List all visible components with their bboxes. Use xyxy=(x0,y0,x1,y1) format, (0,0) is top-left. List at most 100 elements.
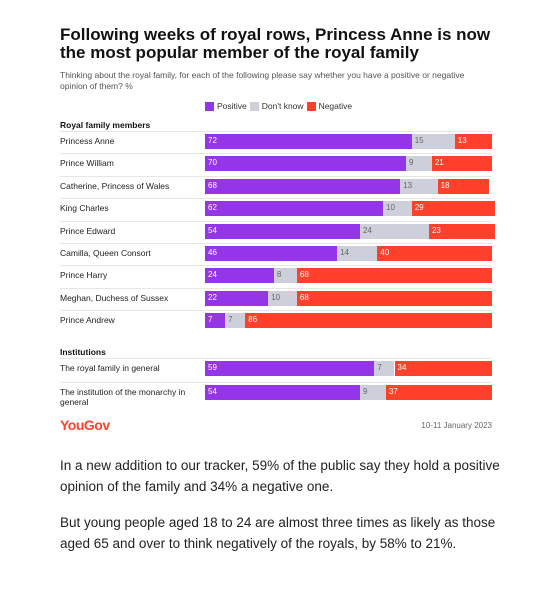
legend-label: Negative xyxy=(318,101,353,111)
bar-segment: 46 xyxy=(205,246,338,261)
value-label: 15 xyxy=(414,136,424,145)
value-label: 23 xyxy=(431,225,441,235)
legend-item: Negative xyxy=(306,101,353,111)
bar-segment: 21 xyxy=(431,156,493,172)
category-label: The royal family in general xyxy=(60,363,160,373)
row-divider xyxy=(60,220,492,222)
category-label: Prince William xyxy=(60,158,114,169)
bar-segment: 68 xyxy=(296,268,493,284)
bar-segment: 7 xyxy=(225,313,246,329)
value-label: 59 xyxy=(208,363,217,372)
bar-segment: 7 xyxy=(205,313,226,329)
row-divider xyxy=(60,175,492,177)
legend-label: Positive xyxy=(217,101,247,111)
category-label: Prince Edward xyxy=(60,225,116,236)
legend-item: Don't know xyxy=(249,101,304,111)
bar-segment: 22 xyxy=(205,290,269,306)
bar-segment: 23 xyxy=(428,223,495,239)
value-label: 62 xyxy=(208,203,217,213)
category-label: Prince Harry xyxy=(60,270,108,281)
row-divider xyxy=(60,131,492,132)
value-label: 24 xyxy=(363,225,372,235)
value-label: 72 xyxy=(208,136,217,145)
row-divider xyxy=(60,310,492,312)
legend-swatch xyxy=(205,101,214,111)
paragraph: But young people aged 18 to 24 are almos… xyxy=(60,515,496,551)
legend: Positive Don't know Negative xyxy=(205,101,352,111)
source-logo: YouGov xyxy=(60,417,110,433)
category-label: King Charles xyxy=(60,203,109,214)
bar-segment: 9 xyxy=(360,385,386,401)
value-label: 14 xyxy=(340,248,349,257)
value-label: 21 xyxy=(434,158,444,168)
bar-segment: 24 xyxy=(205,268,274,284)
row-divider xyxy=(60,243,492,244)
value-label: 40 xyxy=(380,248,390,257)
bar-segment: 18 xyxy=(437,178,490,194)
bar-segment: 68 xyxy=(205,178,401,194)
value-label: 29 xyxy=(414,203,424,213)
bar-segment: 70 xyxy=(205,156,406,172)
value-label: 37 xyxy=(388,387,398,397)
value-label: 9 xyxy=(408,158,414,168)
value-label: 68 xyxy=(299,292,309,302)
value-label: 10 xyxy=(386,203,395,213)
legend-label: Don't know xyxy=(261,101,304,111)
category-label: Prince Andrew xyxy=(60,315,115,326)
value-label: 7 xyxy=(208,315,213,325)
row-divider xyxy=(60,265,492,267)
category-label: Princess Anne xyxy=(60,136,115,146)
bar-segment: 10 xyxy=(383,201,412,217)
bar-segment: 86 xyxy=(245,313,493,329)
bar-segment: 29 xyxy=(411,201,495,217)
bar-segment: 34 xyxy=(394,361,493,376)
value-label: 7 xyxy=(377,363,382,372)
value-label: 22 xyxy=(208,292,217,302)
value-label: 34 xyxy=(397,363,407,372)
paragraph: In a new addition to our tracker, 59% of… xyxy=(60,458,500,494)
value-label: 13 xyxy=(457,136,467,145)
value-label: 13 xyxy=(403,180,413,190)
category-label: Catherine, Princess of Wales xyxy=(60,180,170,191)
value-label: 9 xyxy=(363,387,368,397)
row-divider xyxy=(60,382,492,384)
bar-segment: 13 xyxy=(454,134,493,149)
value-label: 86 xyxy=(248,315,258,325)
value-label: 18 xyxy=(440,180,450,190)
value-label: 7 xyxy=(228,315,233,325)
value-label: 8 xyxy=(276,270,282,280)
bar-segment: 59 xyxy=(205,361,375,376)
bar-segment: 14 xyxy=(337,246,378,261)
bar-segment: 24 xyxy=(360,223,429,239)
bar-segment: 62 xyxy=(205,201,384,217)
value-label: 68 xyxy=(299,270,309,280)
bar-segment: 72 xyxy=(205,134,412,149)
bar-segment: 7 xyxy=(374,361,395,376)
bar-segment: 68 xyxy=(296,290,493,306)
value-label: 70 xyxy=(208,158,217,168)
row-divider xyxy=(60,287,492,289)
value-label: 54 xyxy=(208,387,217,397)
value-label: 46 xyxy=(208,248,217,257)
group-heading: Royal family members xyxy=(60,120,151,130)
legend-item: Positive xyxy=(205,101,247,111)
value-label: 24 xyxy=(208,270,217,280)
value-label: 10 xyxy=(271,292,281,302)
chart-title: Following weeks of royal rows, Princess … xyxy=(60,25,491,62)
category-label: Meghan, Duchess of Sussex xyxy=(60,292,169,303)
category-label: The institution of the monarchy in gener… xyxy=(60,387,186,408)
bar-segment: 54 xyxy=(205,385,361,401)
bar-segment: 37 xyxy=(385,385,493,401)
group-heading: Institutions xyxy=(60,347,106,357)
chart-subtitle: Thinking about the royal family, for eac… xyxy=(60,70,465,91)
date: 10-11 January 2023 xyxy=(421,421,492,430)
row-divider xyxy=(60,153,492,155)
legend-swatch xyxy=(306,101,316,111)
value-label: 54 xyxy=(208,225,217,235)
value-label: 68 xyxy=(208,180,217,190)
row-divider xyxy=(60,198,492,200)
bar-segment: 13 xyxy=(400,178,438,194)
bar-segment: 10 xyxy=(268,290,297,306)
row-divider xyxy=(60,358,492,359)
